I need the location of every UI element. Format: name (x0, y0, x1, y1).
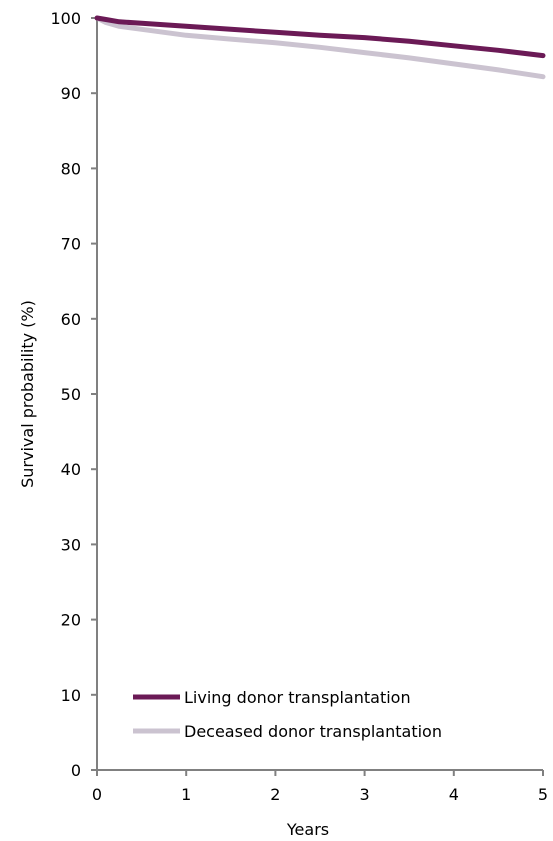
y-tick-label: 50 (61, 385, 81, 404)
legend-label-0: Living donor transplantation (184, 688, 411, 707)
y-axis-ticks: 0 10 20 30 40 50 60 70 80 90 100 (50, 9, 97, 780)
series-line-0 (94, 15, 546, 59)
x-tick-label: 4 (449, 785, 459, 804)
x-axis-title: Years (286, 820, 329, 839)
x-tick-label: 5 (538, 785, 548, 804)
x-axis-ticks: 0 1 2 3 4 5 (92, 770, 548, 804)
y-tick-label: 0 (71, 761, 81, 780)
legend-label-1: Deceased donor transplantation (184, 722, 442, 741)
y-tick-label: 90 (61, 84, 81, 103)
legend: Living donor transplantation Deceased don… (133, 688, 442, 741)
y-tick-label: 40 (61, 460, 81, 479)
y-tick-label: 20 (61, 611, 81, 630)
y-tick-label: 60 (61, 310, 81, 329)
y-tick-label: 80 (61, 159, 81, 178)
y-axis-title: Survival probability (%) (18, 300, 37, 488)
series-line-1 (94, 15, 546, 80)
x-tick-label: 2 (270, 785, 280, 804)
x-tick-label: 3 (360, 785, 370, 804)
y-tick-label: 30 (61, 535, 81, 554)
y-tick-label: 70 (61, 235, 81, 254)
y-tick-label: 100 (50, 9, 81, 28)
x-tick-label: 1 (181, 785, 191, 804)
series-layer (94, 15, 546, 80)
x-tick-label: 0 (92, 785, 102, 804)
y-tick-label: 10 (61, 686, 81, 705)
